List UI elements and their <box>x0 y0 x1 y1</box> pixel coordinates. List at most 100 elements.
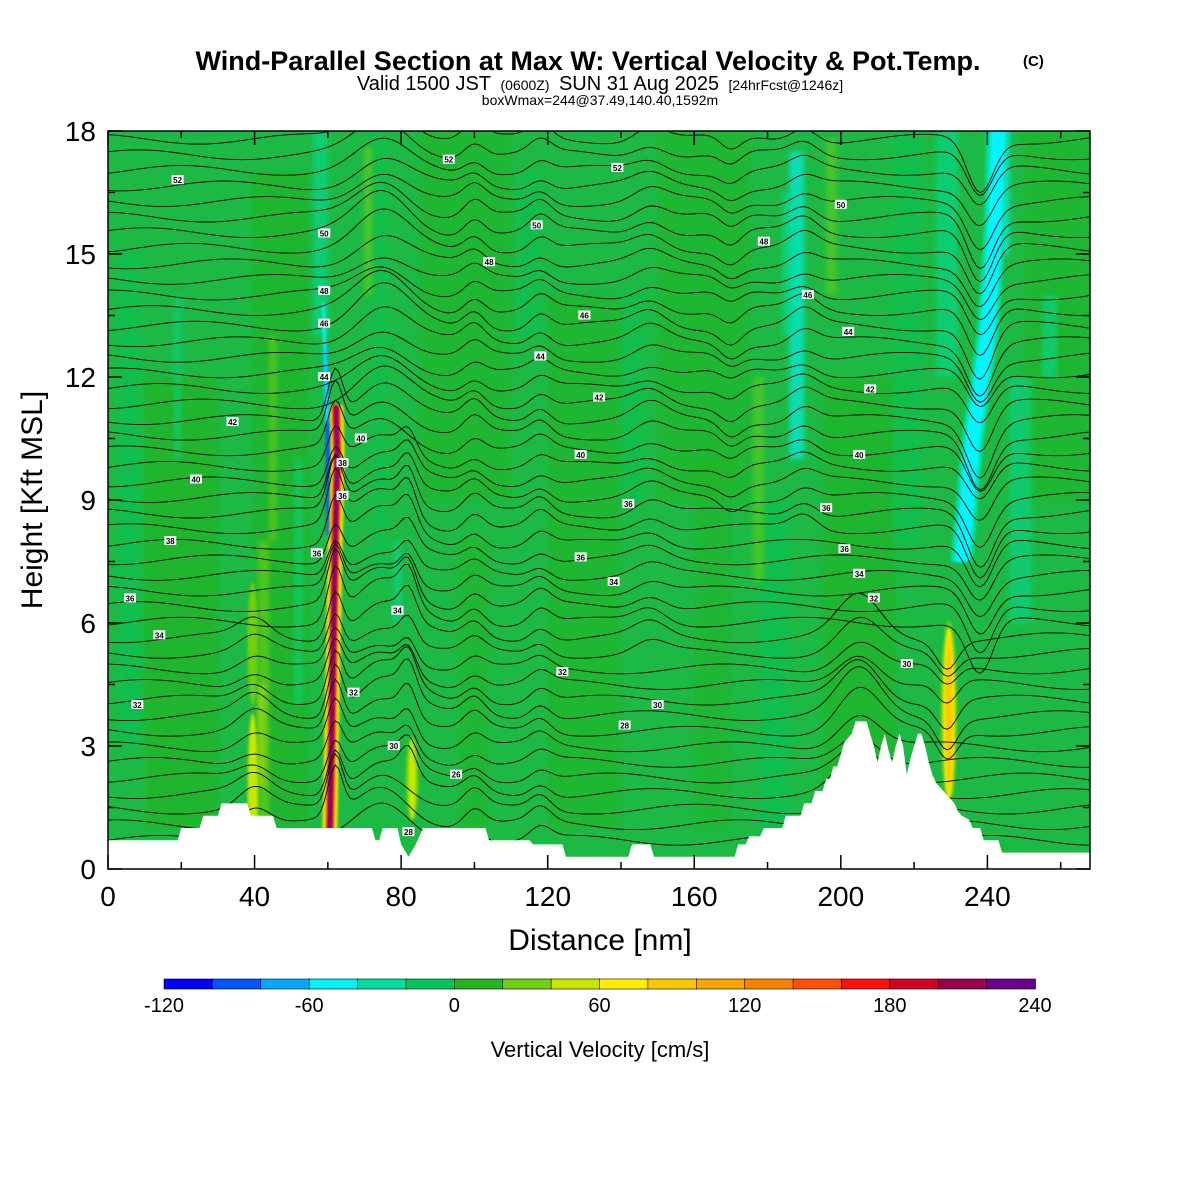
isentrope-label-text: 30 <box>653 701 662 710</box>
isentrope-label-box <box>123 593 136 603</box>
isentrope-label-box <box>622 499 635 509</box>
isentrope-label-text: 40 <box>855 451 864 460</box>
isentrope <box>108 282 1090 380</box>
isentrope <box>108 658 1090 751</box>
isentrope-label-box <box>618 720 631 730</box>
velocity-patch <box>657 131 750 500</box>
isentrope-label: 30 <box>651 700 664 710</box>
isentrope-label-box <box>842 326 855 336</box>
isentrope-label: 36 <box>336 490 349 501</box>
isentrope <box>108 678 1090 760</box>
isentrope-label: 34 <box>153 630 166 640</box>
velocity-patch <box>294 459 303 705</box>
isentrope <box>108 455 1090 568</box>
isentrope-label-box <box>820 503 833 513</box>
velocity-patch <box>518 172 541 336</box>
isentrope-label: 44 <box>842 326 855 337</box>
terrain <box>108 721 1090 869</box>
isentrope-label: 52 <box>171 175 184 185</box>
isentrope-label-text: 44 <box>320 373 329 382</box>
isentrope-label-box <box>853 568 866 578</box>
downdraft-sliver <box>321 303 329 427</box>
isentrope-label: 42 <box>864 384 877 394</box>
colorbar-swatch <box>405 978 456 990</box>
isentrope <box>108 637 1090 704</box>
x-axis-label: Distance [nm] <box>508 924 691 957</box>
x-tick-label: 40 <box>239 881 270 912</box>
isentrope-label-box <box>834 199 847 209</box>
isentrope-label-text: 52 <box>173 176 182 185</box>
colorbar-tick-label: -60 <box>295 995 324 1017</box>
isentrope-label: 32 <box>867 593 880 603</box>
isentrope <box>108 131 1090 196</box>
isentrope <box>108 543 1090 635</box>
isentrope-label-box <box>318 285 331 295</box>
colorbar-swatch <box>889 978 940 990</box>
isentrope-label: 32 <box>131 700 144 710</box>
isentrope <box>108 517 1090 601</box>
isentrope-label-box <box>530 220 543 230</box>
isentrope-label: 36 <box>123 593 136 603</box>
isentrope-label-text: 36 <box>126 594 135 603</box>
isentrope-label-text: 32 <box>349 689 358 698</box>
isentrope <box>108 208 1090 295</box>
isentrope <box>108 399 1090 492</box>
isentrope <box>108 425 1090 500</box>
chart-title: Wind-Parallel Section at Max W: Vertical… <box>196 46 981 76</box>
chart-title-suffix: (C) <box>1023 53 1044 70</box>
y-tick-label: 3 <box>80 731 96 762</box>
colorbar-swatch <box>550 978 601 990</box>
velocity-patch <box>393 541 402 623</box>
isentrope-label-text: 48 <box>759 238 768 247</box>
chart-subtitle: Valid 1500 JST (0600Z) SUN 31 Aug 2025 [… <box>357 73 843 95</box>
isentrope <box>108 439 1090 521</box>
y-tick-label: 9 <box>80 485 96 516</box>
colorbar-tick-label: 60 <box>588 995 610 1017</box>
isentrope-label: 36 <box>310 548 323 558</box>
colorbar-swatch <box>937 978 988 990</box>
isentrope-label-text: 40 <box>576 451 585 460</box>
isentrope-label-text: 30 <box>389 742 398 751</box>
isentrope-label-text: 38 <box>338 459 347 468</box>
x-tick-label: 240 <box>964 881 1011 912</box>
isentrope-label-text: 34 <box>855 570 864 579</box>
isentrope-label-box <box>574 449 587 459</box>
y-tick-label: 6 <box>80 608 96 639</box>
velocity-patch <box>892 131 922 541</box>
isentrope-label-text: 48 <box>320 287 329 296</box>
isentrope <box>108 173 1090 251</box>
isentrope-label-box <box>853 449 866 459</box>
colorbar-swatch <box>792 978 843 990</box>
isentrope-label: 46 <box>578 310 591 321</box>
axis-ticks <box>107 130 1090 870</box>
isentrope-label-box <box>611 162 624 172</box>
x-tick-label: 80 <box>386 881 417 912</box>
isentrope-label-box <box>864 384 877 394</box>
isentrope-label: 38 <box>164 536 177 546</box>
isentrope-label: 48 <box>757 236 770 247</box>
velocity-patch <box>258 541 270 828</box>
colorbar-swatch <box>986 978 1036 990</box>
isentrope-label-box <box>442 154 455 164</box>
isentrope-label-text: 34 <box>155 631 164 640</box>
isentrope-label-text: 32 <box>558 668 567 677</box>
isentrope-label-box <box>164 536 177 545</box>
isentrope-label-box <box>838 544 851 554</box>
colorbar-swatch <box>212 978 262 990</box>
colorbar-swatch <box>599 978 649 990</box>
isentrope-label-box <box>318 372 331 381</box>
isentrope-labels: 52 52 52 50 50 50 48 48 48 46 46 46 44 44 44 42 42 42 40 40… <box>123 154 913 837</box>
isentrope-label-box <box>171 175 184 185</box>
isentrope-label-box <box>153 630 166 640</box>
isentrope-label: 28 <box>402 827 415 837</box>
isentrope-label-text: 28 <box>620 722 629 731</box>
isentrope-label-text: 42 <box>228 418 237 427</box>
velocity-patch <box>936 131 959 377</box>
colorbar-swatch <box>695 978 746 990</box>
colorbar-swatch <box>260 978 310 990</box>
isentrope-label-text: 50 <box>836 201 845 210</box>
isentrope-label-box <box>131 700 144 709</box>
isentrope-label-box <box>347 687 360 697</box>
isentrope-label-text: 26 <box>452 771 461 780</box>
isentrope-label-box <box>354 433 367 443</box>
